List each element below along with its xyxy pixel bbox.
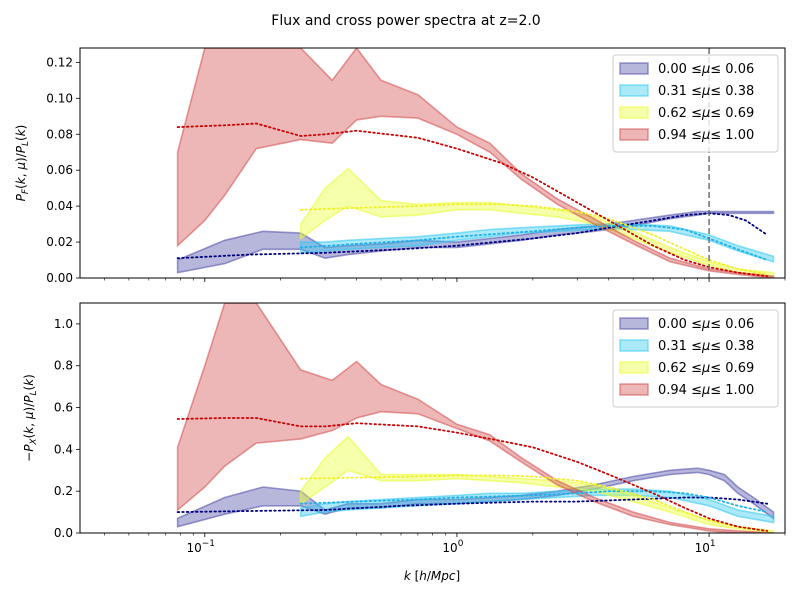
x-tick-label: 100 bbox=[442, 539, 463, 555]
y-tick-label: 0.0 bbox=[54, 526, 73, 540]
model-curve-0 bbox=[176, 212, 769, 260]
y-tick-label: 1.0 bbox=[54, 317, 73, 331]
legend-entry: 0.62 ≤μ≤ 0.69 bbox=[658, 361, 754, 376]
y-axis-label: PF(k, μ)/PL(k) bbox=[14, 125, 31, 202]
y-tick-label: 0.02 bbox=[46, 235, 73, 249]
legend-swatch bbox=[619, 106, 649, 119]
y-tick-label: 0.6 bbox=[54, 401, 73, 415]
x-tick-label: 10−1 bbox=[186, 539, 215, 555]
legend-box bbox=[612, 54, 779, 153]
legend-entry: 0.00 ≤μ≤ 0.06 bbox=[658, 62, 754, 77]
model-curve-0 bbox=[176, 496, 769, 513]
model-curve-3 bbox=[176, 417, 769, 532]
top-panel: 0.00 0.02 0.04 0.06 0.08 0.10 0.12 PF(k, μ)/PL(… bbox=[14, 47, 786, 285]
legend-entry: 0.94 ≤μ≤ 1.00 bbox=[658, 383, 754, 398]
bottom-axes: 0.0 0.2 0.4 0.6 0.8 1.0 10−1 100 101 −PX(k, μ)/PL… bbox=[22, 302, 786, 555]
x-tick-label: 101 bbox=[695, 539, 716, 555]
model-curve-1 bbox=[299, 224, 769, 261]
legend-swatch bbox=[619, 383, 649, 396]
band-3 bbox=[176, 48, 775, 278]
y-axis-label: −PX(k, μ)/PL(k) bbox=[22, 374, 39, 462]
bottom-plot-area bbox=[176, 303, 775, 533]
x-axis-label: k [h/Mpc] bbox=[404, 569, 460, 583]
y-tick-label: 0.00 bbox=[46, 271, 73, 285]
bottom-panel: 0.0 0.2 0.4 0.6 0.8 1.0 10−1 100 101 −PX(k, μ)/PL… bbox=[22, 302, 786, 555]
legend-entry: 0.31 ≤μ≤ 0.38 bbox=[658, 84, 754, 99]
top-legend: 0.00 ≤μ≤ 0.06 0.31 ≤μ≤ 0.38 0.62 ≤μ≤ 0.69 0… bbox=[612, 54, 779, 153]
legend-swatch bbox=[619, 128, 649, 141]
y-tick-label: 0.2 bbox=[54, 484, 73, 498]
band-2 bbox=[299, 435, 775, 533]
figure-title: Flux and cross power spectra at z=2.0 bbox=[271, 13, 540, 29]
y-tick-label: 0.08 bbox=[46, 127, 73, 141]
legend-swatch bbox=[619, 62, 649, 75]
model-curve-2 bbox=[299, 474, 769, 532]
band-1 bbox=[299, 223, 775, 263]
legend-swatch bbox=[619, 84, 649, 97]
legend-entry: 0.62 ≤μ≤ 0.69 bbox=[658, 106, 754, 121]
top-axes: 0.00 0.02 0.04 0.06 0.08 0.10 0.12 PF(k, μ)/PL(… bbox=[14, 47, 786, 285]
top-plot-area bbox=[176, 48, 775, 278]
model-curve-1 bbox=[299, 490, 769, 513]
y-tick-label: 0.12 bbox=[46, 55, 73, 69]
y-tick-label: 0.4 bbox=[54, 442, 73, 456]
legend-box bbox=[612, 309, 779, 408]
y-tick-label: 0.04 bbox=[46, 199, 73, 213]
bottom-legend: 0.00 ≤μ≤ 0.06 0.31 ≤μ≤ 0.38 0.62 ≤μ≤ 0.69 0… bbox=[612, 309, 779, 408]
legend-swatch bbox=[619, 317, 649, 330]
y-tick-label: 0.06 bbox=[46, 163, 73, 177]
legend-swatch bbox=[619, 339, 649, 352]
legend-entry: 0.00 ≤μ≤ 0.06 bbox=[658, 317, 754, 332]
y-tick-label: 0.10 bbox=[46, 91, 73, 105]
legend-swatch bbox=[619, 361, 649, 374]
y-tick-label: 0.8 bbox=[54, 359, 73, 373]
legend-entry: 0.94 ≤μ≤ 1.00 bbox=[658, 128, 754, 143]
band-3 bbox=[176, 303, 774, 533]
legend-entry: 0.31 ≤μ≤ 0.38 bbox=[658, 339, 754, 354]
model-curve-3 bbox=[176, 122, 769, 278]
